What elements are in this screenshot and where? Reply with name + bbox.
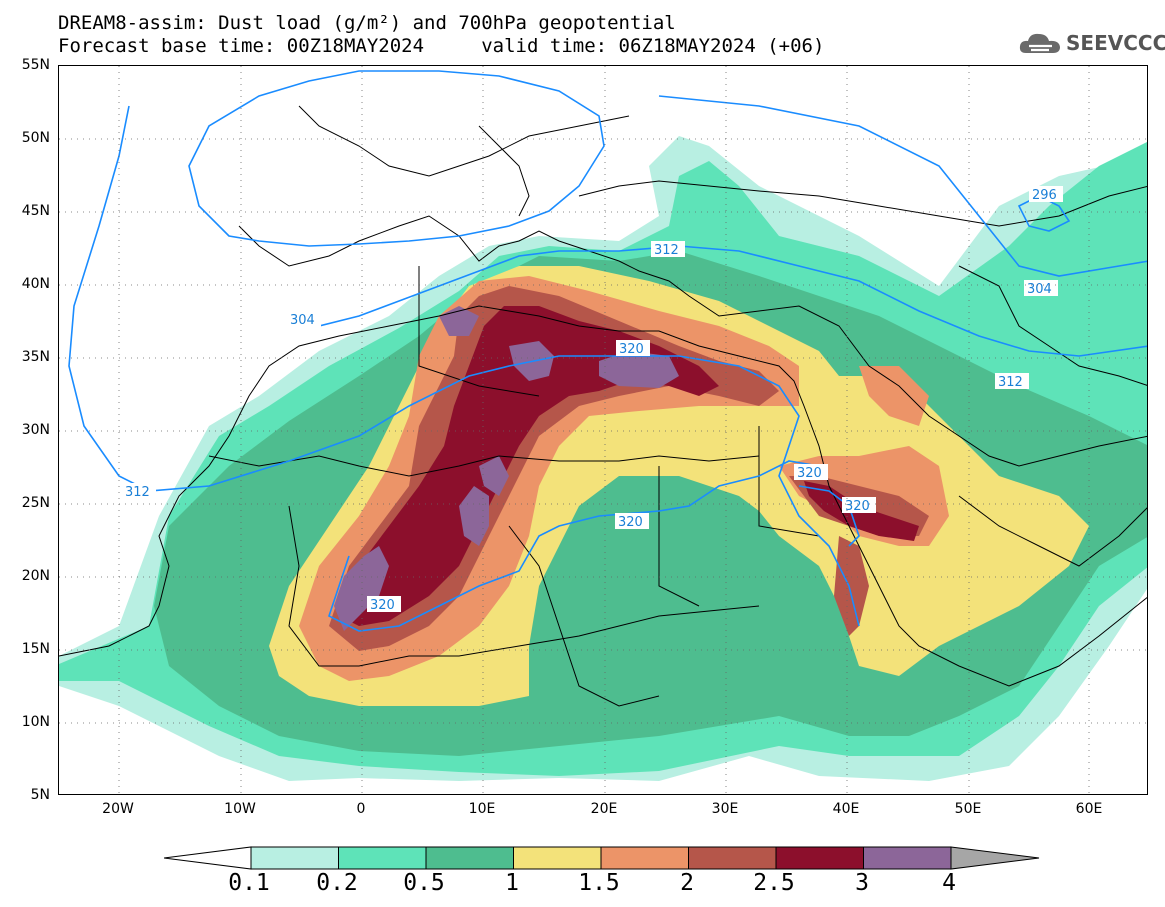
lat-label-25n: 25N — [21, 495, 50, 511]
colorbar-label: 0.5 — [403, 870, 445, 896]
cloud-icon — [1019, 33, 1060, 53]
contour-label: 320 — [845, 499, 870, 514]
seevccc-logo: SEEVCCC — [1018, 28, 1165, 58]
contour-label: 304 — [1027, 282, 1052, 297]
lon-label-0: 0 — [356, 801, 366, 817]
contour-label: 296 — [1032, 188, 1057, 203]
lon-label-40e: 40E — [832, 801, 860, 817]
lon-label-30e: 30E — [711, 801, 739, 817]
contour-label: 320 — [797, 466, 822, 481]
map-title-line2: Forecast base time: 00Z18MAY2024 valid t… — [58, 35, 825, 57]
dust-load-map: 296 304 304 312 312 312 320 320 320 320 … — [58, 65, 1148, 795]
contour-label: 320 — [619, 342, 644, 357]
colorbar-cell — [338, 846, 427, 870]
contour-label: 312 — [125, 485, 150, 500]
colorbar-label: 1.5 — [578, 870, 620, 896]
colorbar-label: 0.2 — [316, 870, 358, 896]
lat-label-45n: 45N — [21, 203, 50, 219]
contour-label: 312 — [998, 375, 1023, 390]
lon-label-10e: 10E — [468, 801, 496, 817]
contour-label: 304 — [290, 313, 315, 328]
colorbar-cell — [775, 846, 864, 870]
lat-label-15n: 15N — [21, 641, 50, 657]
lon-label-50e: 50E — [954, 801, 982, 817]
lat-label-20n: 20N — [21, 568, 50, 584]
colorbar-cell — [425, 846, 514, 870]
colorbar-label: 2 — [680, 870, 694, 896]
dust-band-2.5 — [339, 306, 919, 626]
lat-label-10n: 10N — [21, 714, 50, 730]
logo-text: SEEVCCC — [1066, 31, 1165, 55]
map-title-line1: DREAM8-assim: Dust load (g/m²) and 700hP… — [58, 12, 676, 34]
lat-label-40n: 40N — [21, 276, 50, 292]
colorbar-label: 1 — [505, 870, 519, 896]
contour-label: 320 — [370, 598, 395, 613]
colorbar-label: 3 — [855, 870, 869, 896]
lon-label-20w: 20W — [102, 801, 134, 817]
lon-label-60e: 60E — [1075, 801, 1103, 817]
colorbar-cell — [250, 846, 339, 870]
lon-label-20e: 20E — [590, 801, 618, 817]
lat-label-50n: 50N — [21, 130, 50, 146]
colorbar-cell — [688, 846, 777, 870]
lat-label-30n: 30N — [21, 422, 50, 438]
colorbar-cell — [600, 846, 689, 870]
colorbar — [164, 846, 1040, 870]
colorbar-cell — [164, 846, 252, 870]
lat-label-35n: 35N — [21, 349, 50, 365]
contour-label: 312 — [654, 243, 679, 258]
colorbar-label: 0.1 — [228, 870, 270, 896]
colorbar-cell — [950, 846, 1040, 870]
colorbar-label: 4 — [942, 870, 956, 896]
contour-labels: 296 304 304 312 312 312 320 320 320 320 … — [122, 186, 1063, 613]
colorbar-label: 2.5 — [753, 870, 795, 896]
colorbar-cell — [863, 846, 952, 870]
colorbar-cell — [513, 846, 602, 870]
lon-label-10w: 10W — [224, 801, 256, 817]
contour-label: 320 — [618, 515, 643, 530]
lat-label-5n: 5N — [30, 787, 50, 803]
lat-label-55n: 55N — [21, 57, 50, 73]
